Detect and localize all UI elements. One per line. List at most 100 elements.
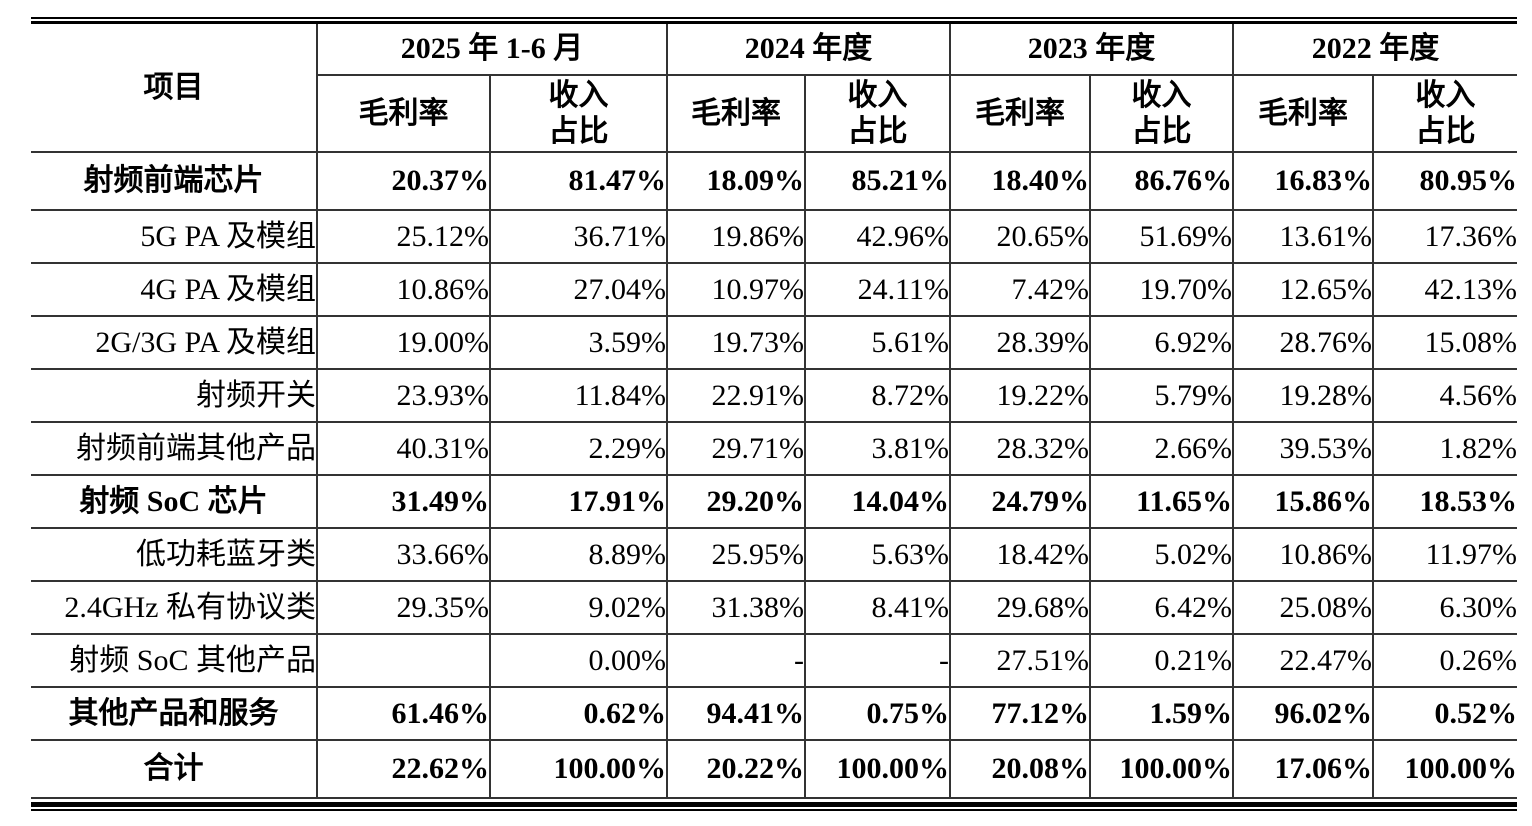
- value-cell: 0.26%: [1372, 633, 1517, 688]
- value-cell: 61.46%: [316, 686, 491, 741]
- value-cell: 4.56%: [1372, 368, 1517, 423]
- value-cell: 20.08%: [949, 739, 1091, 799]
- col-header-item: 项目: [31, 24, 318, 153]
- value-cell: 18.53%: [1372, 474, 1517, 529]
- value-cell: 31.38%: [666, 580, 806, 635]
- value-cell: 1.82%: [1372, 421, 1517, 476]
- row-label: 2.4GHz 私有协议类: [31, 580, 318, 635]
- value-cell: 6.92%: [1089, 315, 1234, 370]
- value-cell: 0.00%: [489, 633, 668, 688]
- table-bottom-rule: [31, 802, 1517, 811]
- value-cell: 22.47%: [1232, 633, 1374, 688]
- value-cell: 2.66%: [1089, 421, 1234, 476]
- table-row: 低功耗蓝牙类 33.66% 8.89% 25.95% 5.63% 18.42% 5.02% 1…: [31, 527, 1517, 582]
- value-cell: 7.42%: [949, 262, 1091, 317]
- value-cell: 42.13%: [1372, 262, 1517, 317]
- value-cell: 25.95%: [666, 527, 806, 582]
- value-cell: 0.62%: [489, 686, 668, 741]
- value-cell: 29.71%: [666, 421, 806, 476]
- value-cell: 77.12%: [949, 686, 1091, 741]
- revenue-share-label-line2: 占比: [548, 114, 609, 148]
- value-cell: 17.06%: [1232, 739, 1374, 799]
- value-cell: 12.65%: [1232, 262, 1374, 317]
- value-cell: 15.08%: [1372, 315, 1517, 370]
- value-cell: 94.41%: [666, 686, 806, 741]
- value-cell: 19.22%: [949, 368, 1091, 423]
- value-cell: 5.02%: [1089, 527, 1234, 582]
- gross-margin-label: 毛利率: [358, 96, 449, 130]
- value-cell: 100.00%: [1372, 739, 1517, 799]
- table-row: 射频 SoC 芯片 31.49% 17.91% 29.20% 14.04% 24.79% 1…: [31, 474, 1517, 529]
- value-cell: 86.76%: [1089, 151, 1234, 211]
- header-row-metrics: 毛利率 收入 占比 毛利率 收入 占比 毛利率 收入 占比 毛利率 收入 占比: [31, 74, 1517, 153]
- value-cell: 17.91%: [489, 474, 668, 529]
- value-cell: 20.65%: [949, 209, 1091, 264]
- table-row: 射频前端其他产品 40.31% 2.29% 29.71% 3.81% 28.32% 2.66…: [31, 421, 1517, 476]
- value-cell: 6.42%: [1089, 580, 1234, 635]
- revenue-share-label-line2: 占比: [1131, 114, 1192, 148]
- value-cell: 28.39%: [949, 315, 1091, 370]
- table-row: 4G PA 及模组 10.86% 27.04% 10.97% 24.11% 7.42% 19…: [31, 262, 1517, 317]
- value-cell: 39.53%: [1232, 421, 1374, 476]
- value-cell: 40.31%: [316, 421, 491, 476]
- value-cell: 29.35%: [316, 580, 491, 635]
- row-label: 射频 SoC 其他产品: [31, 633, 318, 688]
- value-cell: 2.29%: [489, 421, 668, 476]
- value-cell: 29.68%: [949, 580, 1091, 635]
- col-header-revenue-share: 收入 占比: [489, 74, 668, 153]
- col-header-period-2022: 2022 年度: [1232, 24, 1517, 76]
- value-cell: 5.63%: [804, 527, 951, 582]
- revenue-share-label-line1: 收入: [548, 78, 609, 112]
- col-header-gross-margin: 毛利率: [317, 74, 491, 153]
- value-cell: 19.73%: [666, 315, 806, 370]
- col-header-gross-margin: 毛利率: [1232, 74, 1374, 153]
- row-label: 2G/3G PA 及模组: [31, 315, 318, 370]
- gross-margin-label: 毛利率: [691, 96, 781, 130]
- value-cell: 10.86%: [316, 262, 491, 317]
- value-cell: 28.32%: [949, 421, 1091, 476]
- col-header-revenue-share: 收入 占比: [1372, 74, 1517, 153]
- value-cell: 81.47%: [489, 151, 668, 211]
- value-cell: 8.41%: [804, 580, 951, 635]
- table-row: 射频开关 23.93% 11.84% 22.91% 8.72% 19.22% 5.79% 19…: [31, 368, 1517, 423]
- row-label: 射频 SoC 芯片: [31, 474, 318, 529]
- value-cell: -: [666, 633, 806, 688]
- value-cell: 11.97%: [1372, 527, 1517, 582]
- value-cell: 20.22%: [666, 739, 806, 799]
- row-label: 合计: [31, 739, 318, 799]
- value-cell: 3.59%: [489, 315, 668, 370]
- row-label: 其他产品和服务: [31, 686, 318, 741]
- value-cell: 22.91%: [666, 368, 806, 423]
- value-cell: 11.65%: [1089, 474, 1234, 529]
- value-cell: 18.09%: [666, 151, 806, 211]
- value-cell: 8.89%: [489, 527, 668, 582]
- value-cell: 36.71%: [489, 209, 668, 264]
- value-cell: 28.76%: [1232, 315, 1374, 370]
- value-cell: 18.42%: [949, 527, 1091, 582]
- table-row: 2.4GHz 私有协议类 29.35% 9.02% 31.38% 8.41% 29.68%…: [31, 580, 1517, 635]
- value-cell: 19.86%: [666, 209, 806, 264]
- value-cell: 100.00%: [804, 739, 951, 799]
- revenue-share-label-line1: 收入: [1415, 78, 1476, 112]
- value-cell: 5.61%: [804, 315, 951, 370]
- value-cell: 20.37%: [316, 151, 491, 211]
- table-row: 5G PA 及模组 25.12% 36.71% 19.86% 42.96% 20.65% 5…: [31, 209, 1517, 264]
- value-cell: 0.21%: [1089, 633, 1234, 688]
- value-cell: 19.00%: [316, 315, 491, 370]
- value-cell: 13.61%: [1232, 209, 1374, 264]
- value-cell: 0.75%: [804, 686, 951, 741]
- margin-revenue-table: 项目 2025 年 1-6 月 2024 年度 2023 年度 2022 年度 …: [31, 24, 1517, 799]
- value-cell: 19.28%: [1232, 368, 1374, 423]
- value-cell: 25.08%: [1232, 580, 1374, 635]
- revenue-share-label-line1: 收入: [1131, 78, 1192, 112]
- value-cell: -: [804, 633, 951, 688]
- table-row: 2G/3G PA 及模组 19.00% 3.59% 19.73% 5.61% 28.39%…: [31, 315, 1517, 370]
- value-cell: 1.59%: [1089, 686, 1234, 741]
- table-row: 射频前端芯片 20.37% 81.47% 18.09% 85.21% 18.40% 86.7…: [31, 151, 1517, 211]
- col-header-gross-margin: 毛利率: [666, 74, 806, 153]
- value-cell: 3.81%: [804, 421, 951, 476]
- row-label: 射频开关: [31, 368, 318, 423]
- row-label: 射频前端其他产品: [31, 421, 318, 476]
- gross-margin-label: 毛利率: [975, 96, 1065, 130]
